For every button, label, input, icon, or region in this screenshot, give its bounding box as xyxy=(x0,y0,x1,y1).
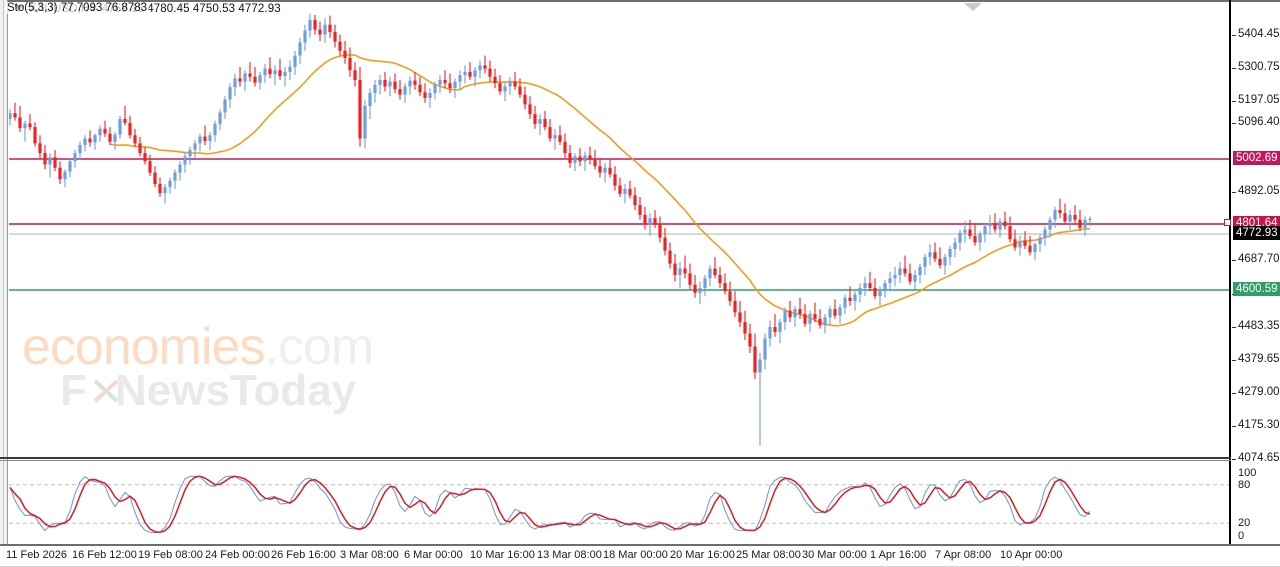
price-pane-right-border xyxy=(1229,0,1231,546)
price-tick-label: 4074.65 xyxy=(1238,452,1280,464)
price-tick-mark xyxy=(1232,260,1236,261)
price-tick-label: 5197.05 xyxy=(1238,94,1280,106)
price-tick-mark xyxy=(1232,327,1236,328)
price-tick-label: 4483.35 xyxy=(1238,320,1280,332)
time-tick-label: 18 Mar 00:00 xyxy=(603,549,668,561)
price-tick-mark xyxy=(1232,68,1236,69)
pane-divider-shadow xyxy=(0,460,1231,461)
time-tick-label: 11 Feb 2026 xyxy=(6,549,67,561)
price-tick-label: 4175.30 xyxy=(1238,419,1280,431)
price-tick-mark xyxy=(1232,426,1236,427)
time-axis-separator xyxy=(0,547,1280,548)
price-tick-label: 4379.65 xyxy=(1238,353,1280,365)
left-gutter xyxy=(0,0,8,546)
price-chart-svg xyxy=(9,13,1229,446)
stoch-axis-label: 80 xyxy=(1238,478,1251,491)
price-tick-mark xyxy=(1232,35,1236,36)
time-tick-label: 20 Mar 16:00 xyxy=(670,549,735,561)
time-tick-label: 10 Apr 00:00 xyxy=(1000,549,1063,561)
candlesticks xyxy=(9,13,1092,446)
time-tick-label: 30 Mar 00:00 xyxy=(802,549,867,561)
time-tick-label: 19 Feb 08:00 xyxy=(138,549,203,561)
time-tick-label: 7 Apr 08:00 xyxy=(935,549,992,561)
time-axis[interactable]: 11 Feb 2026 16 Feb 12:00 19 Feb 08:00 24 Fe… xyxy=(0,547,1280,567)
price-tick-mark xyxy=(1232,192,1236,193)
chart-top-marker-icon xyxy=(964,3,982,11)
price-tick-mark xyxy=(1232,360,1236,361)
time-tick-label: 6 Mar 00:00 xyxy=(404,549,463,561)
left-gutter-line xyxy=(3,0,4,546)
time-tick-label: 10 Mar 16:00 xyxy=(470,549,535,561)
price-tick-label: 5300.75 xyxy=(1238,61,1280,73)
price-tick-label: 4279.00 xyxy=(1238,386,1280,398)
price-tick-label: 5404.45 xyxy=(1238,28,1280,40)
window-top-border xyxy=(0,0,1280,2)
time-tick-label: 26 Feb 16:00 xyxy=(271,549,336,561)
stochastic-header: Sto(5,3,3) 77.7093 76.8783 xyxy=(5,2,150,14)
stochastic-svg xyxy=(9,475,1229,534)
moving-average-line xyxy=(109,54,1091,327)
stochastic-pane[interactable] xyxy=(9,462,1229,542)
price-tick-label: 4687.70 xyxy=(1238,253,1280,265)
window-bottom-border xyxy=(0,544,1280,546)
price-chart-pane[interactable] xyxy=(9,2,1229,457)
pane-divider[interactable] xyxy=(0,457,1231,459)
price-tick-mark xyxy=(1232,101,1236,102)
price-level-label-resistance-5002[interactable]: 5002.69 xyxy=(1233,151,1280,165)
price-tick-label: 5096.40 xyxy=(1238,116,1280,128)
time-tick-label: 1 Apr 16:00 xyxy=(870,549,927,561)
time-tick-label: 16 Feb 12:00 xyxy=(72,549,137,561)
price-level-label-support-4600[interactable]: 4600.59 xyxy=(1233,282,1280,296)
level-drag-handle[interactable] xyxy=(1224,219,1231,226)
stoch-axis-label: 0 xyxy=(1238,530,1245,542)
time-tick-label: 24 Feb 00:00 xyxy=(205,549,270,561)
time-tick-label: 25 Mar 08:00 xyxy=(736,549,801,561)
stoch-axis-label: 100 xyxy=(1238,467,1257,479)
time-tick-label: 3 Mar 08:00 xyxy=(340,549,399,561)
price-level-label-current-price[interactable]: 4772.93 xyxy=(1233,226,1280,240)
stoch-axis-label: 20 xyxy=(1238,517,1251,530)
stoch-d-line xyxy=(9,475,1091,534)
stochastic-axis: 100 80 20 0 xyxy=(1232,462,1280,542)
price-tick-mark xyxy=(1232,123,1236,124)
price-tick-mark xyxy=(1232,393,1236,394)
time-tick-label: 13 Mar 08:00 xyxy=(537,549,602,561)
price-tick-label: 4892.05 xyxy=(1238,185,1280,197)
price-tick-mark xyxy=(1232,459,1236,460)
